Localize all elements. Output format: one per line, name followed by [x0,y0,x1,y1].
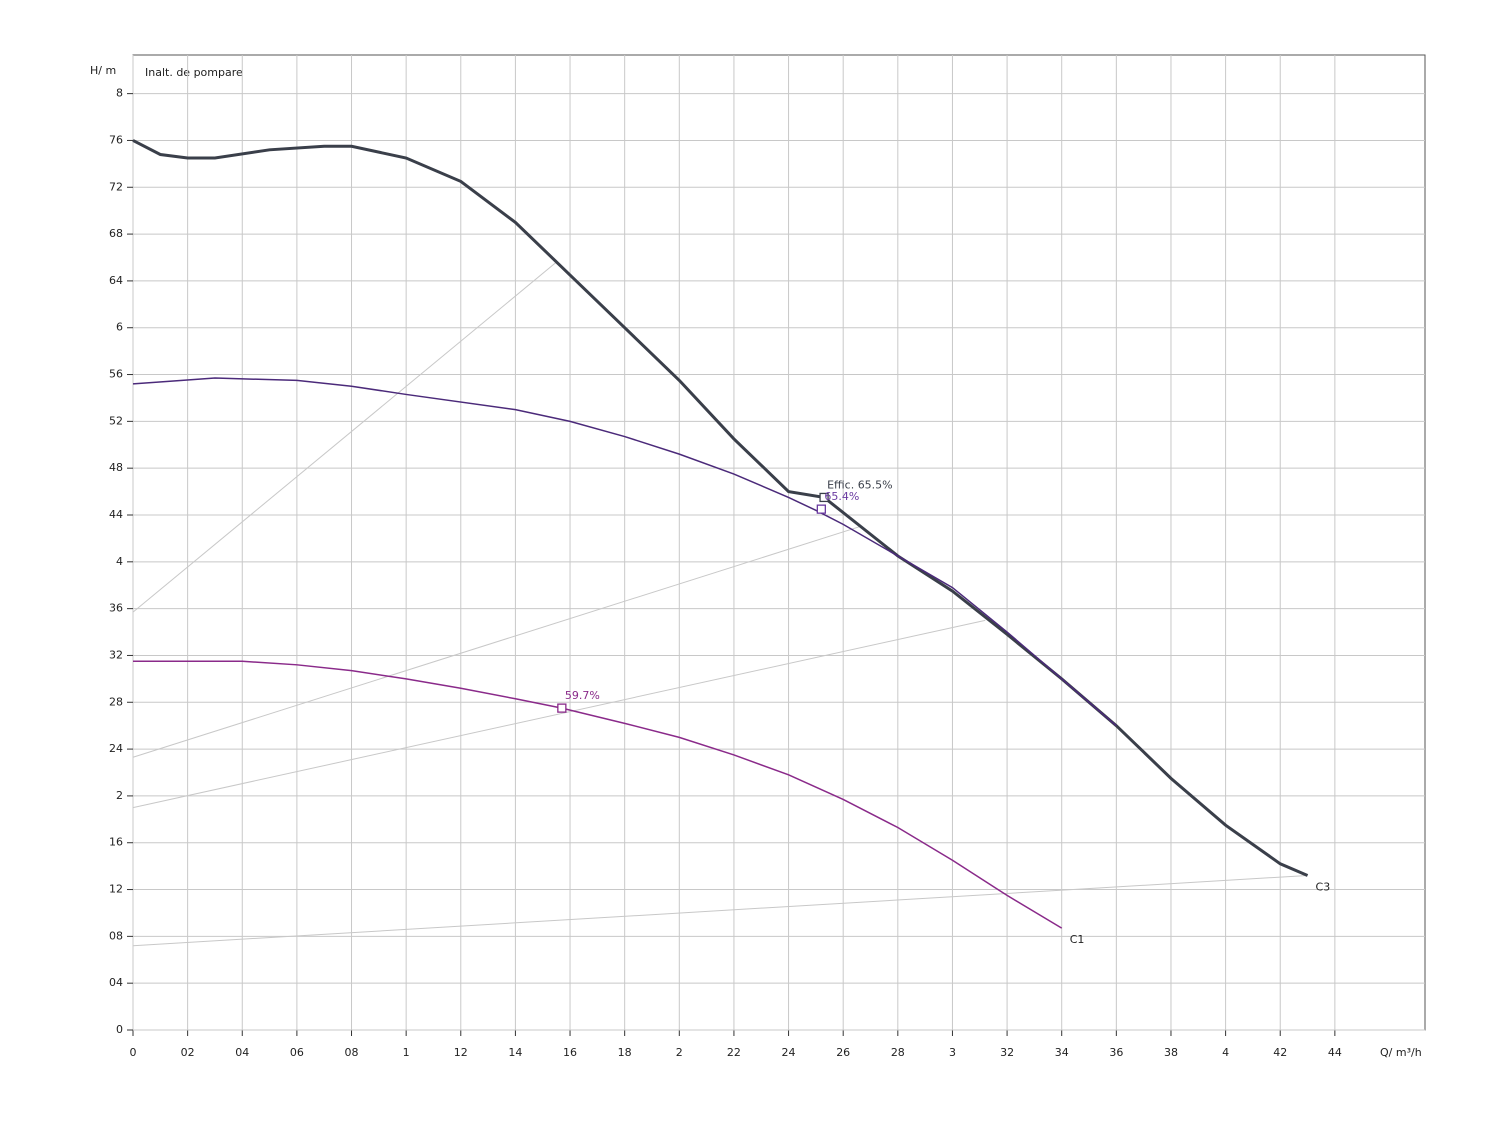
y-tick-label: 48 [109,461,123,474]
y-tick-label: 8 [116,87,123,100]
system-curve [132,619,986,809]
x-tick-label: 04 [235,1046,249,1059]
x-tick-label: 16 [563,1046,577,1059]
x-tick-label: 36 [1109,1046,1123,1059]
y-tick-label: 08 [109,929,123,942]
y-tick-label: 64 [109,274,123,287]
y-tick-label: 76 [109,133,123,146]
y-tick-label: 72 [109,180,123,193]
point-label: 59.7% [565,689,600,702]
y-tick-label: 12 [109,883,123,896]
x-tick-label: 24 [782,1046,796,1059]
curve-label: C3 [1316,880,1331,893]
point-label: 65.4% [824,490,859,503]
y-tick-label: 68 [109,227,123,240]
point-label: Effic. 65.5% [827,478,893,491]
y-tick-label: 24 [109,742,123,755]
x-tick-label: 08 [345,1046,359,1059]
x-tick-label: 22 [727,1046,741,1059]
x-tick-label: 4 [1222,1046,1229,1059]
x-tick-label: 38 [1164,1046,1178,1059]
y-tick-label: 28 [109,695,123,708]
efficiency-point [816,504,826,514]
y-tick-label: 56 [109,368,123,381]
y-tick-label: 32 [109,648,123,661]
y-tick-label: 2 [116,789,123,802]
x-tick-label: 28 [891,1046,905,1059]
y-axis-label: H/ m [90,64,116,77]
x-tick-label: 3 [949,1046,956,1059]
x-tick-label: 44 [1328,1046,1342,1059]
x-tick-label: 42 [1273,1046,1287,1059]
x-tick-label: 1 [403,1046,410,1059]
x-tick-label: 06 [290,1046,304,1059]
system-curve [132,874,1308,947]
x-tick-label: 34 [1055,1046,1069,1059]
x-tick-label: 2 [676,1046,683,1059]
y-tick-label: 16 [109,836,123,849]
plot-frame [132,54,1426,1031]
y-tick-label: 04 [109,976,123,989]
pump-curve [132,377,1117,727]
y-tick-label: 52 [109,414,123,427]
x-tick-label: 18 [618,1046,632,1059]
y-tick-label: 36 [109,602,123,615]
pump-curve [132,139,1309,877]
y-tick-label: 6 [116,321,123,334]
pump-curve [133,660,1063,929]
x-tick-label: 32 [1000,1046,1014,1059]
x-tick-label: 14 [508,1046,522,1059]
efficiency-point [819,492,829,503]
y-tick-label: 0 [116,1023,123,1036]
x-tick-label: 02 [181,1046,195,1059]
y-tick-label: 44 [109,508,123,521]
efficiency-point [557,703,567,713]
system-curve [132,526,860,758]
x-axis-label: Q/ m³/h [1380,1046,1422,1059]
system-curve [132,261,557,613]
chart-title: Inalt. de pompare [145,66,243,79]
curve-label: C1 [1070,933,1085,946]
x-tick-label: 12 [454,1046,468,1059]
x-tick-label: 26 [836,1046,850,1059]
y-tick-label: 4 [116,555,123,568]
x-tick-label: 0 [130,1046,137,1059]
